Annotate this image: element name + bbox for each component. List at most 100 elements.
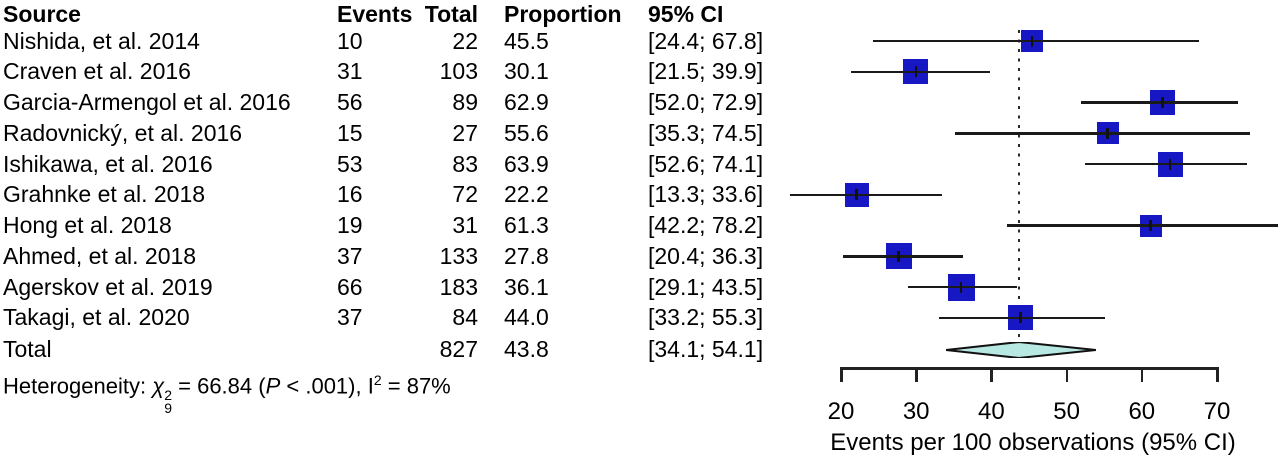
source-row-9: Takagi, et al. 2020 [3, 304, 190, 331]
events-header: Events [337, 0, 413, 27]
study-ci-line-0 [873, 39, 1200, 43]
x-axis-ticklabel-40: 40 [978, 398, 1005, 425]
total-row-9: 84 [452, 304, 478, 331]
i-squared-sup: 2 [373, 372, 382, 388]
total-row-2: 89 [452, 89, 478, 116]
total-row-0: 22 [452, 27, 478, 54]
events-row-7: 37 [337, 242, 363, 269]
x-axis-tick-70 [1216, 367, 1219, 382]
total-row-3: 27 [452, 119, 478, 146]
events-row-0: 10 [337, 27, 363, 54]
ci-row-5: [13.3; 33.6] [648, 181, 764, 208]
study-point-marker-5 [855, 189, 858, 201]
study-point-marker-2 [1161, 97, 1164, 109]
x-axis-tick-20 [840, 367, 843, 382]
x-axis-ticklabel-30: 30 [902, 398, 930, 425]
study-point-marker-3 [1106, 127, 1109, 139]
proportion-row-6: 61.3 [504, 212, 549, 239]
study-point-marker-0 [1030, 35, 1033, 47]
proportion-row-5: 22.2 [504, 181, 549, 208]
proportion-header: Proportion [504, 0, 622, 27]
total-row-8: 183 [439, 273, 478, 300]
x-axis-tick-40 [990, 367, 993, 382]
ci-row-6: [42.2; 78.2] [648, 212, 764, 239]
proportion-row-9: 44.0 [504, 304, 549, 331]
source-row-1: Craven et al. 2016 [3, 58, 191, 85]
source-row-5: Grahnke et al. 2018 [3, 181, 206, 208]
x-axis-line [840, 367, 1219, 370]
events-row-2: 56 [337, 89, 363, 116]
total-row-7: 133 [439, 242, 478, 269]
total-row-4: 83 [452, 150, 478, 177]
proportion-row-8: 36.1 [504, 273, 549, 300]
pooled-diamond [945, 340, 1097, 360]
source-row-0: Nishida, et al. 2014 [3, 27, 200, 54]
source-row-2: Garcia-Armengol et al. 2016 [3, 89, 291, 116]
total-row-1: 103 [439, 58, 478, 85]
p-symbol: P [265, 373, 281, 399]
study-ci-line-9 [939, 316, 1106, 320]
study-ci-line-3 [955, 132, 1250, 135]
heterogeneity-label: Heterogeneity: [3, 373, 153, 399]
proportion-row-4: 63.9 [504, 150, 549, 177]
x-axis-tick-50 [1065, 367, 1069, 382]
total-row-6: 31 [452, 212, 478, 239]
ci-row-7: [20.4; 36.3] [648, 242, 764, 269]
study-ci-line-4 [1085, 162, 1247, 166]
ci-row-0: [24.4; 67.8] [648, 27, 764, 54]
proportion-row-0: 45.5 [504, 27, 549, 54]
ci-header: 95% CI [648, 0, 724, 27]
x-axis-ticklabel-50: 50 [1053, 398, 1080, 425]
proportion-row-3: 55.6 [504, 119, 549, 146]
ci-row-9: [33.2; 55.3] [648, 304, 764, 331]
study-point-marker-8 [959, 281, 963, 293]
proportion-row-2: 62.9 [504, 89, 549, 116]
source-row-6: Hong et al. 2018 [3, 212, 172, 239]
study-point-marker-4 [1168, 158, 1172, 170]
study-point-marker-7 [897, 250, 900, 262]
events-row-5: 16 [337, 181, 363, 208]
proportion-total-row: 43.8 [504, 335, 549, 362]
source-row-8: Agerskov et al. 2019 [3, 273, 213, 300]
ci-row-1: [21.5; 39.9] [648, 58, 764, 85]
ci-row-8: [29.1; 43.5] [648, 273, 764, 300]
i-squared-value: = 87% [381, 373, 451, 399]
ci-total-row: [34.1; 54.1] [648, 335, 764, 362]
chi-value: = 66.84 ( [172, 373, 266, 399]
source-row-7: Ahmed, et al. 2018 [3, 242, 197, 269]
study-ci-line-7 [843, 255, 963, 258]
study-point-marker-6 [1149, 220, 1152, 232]
study-ci-line-2 [1080, 101, 1238, 104]
x-axis-tick-30 [915, 367, 918, 382]
total-header: Total [424, 0, 478, 27]
study-ci-line-1 [851, 70, 990, 74]
ci-row-4: [52.6; 74.1] [648, 150, 764, 177]
x-axis-tick-60 [1140, 367, 1144, 382]
x-axis-ticklabel-20: 20 [827, 398, 855, 425]
total-row-5: 72 [452, 181, 478, 208]
source-row-4: Ishikawa, et al. 2016 [3, 150, 213, 177]
pooled-reference-line [1017, 30, 1021, 346]
study-point-marker-9 [1019, 312, 1022, 324]
proportion-row-7: 27.8 [504, 242, 549, 269]
events-row-1: 31 [337, 58, 363, 85]
study-ci-line-6 [1006, 224, 1278, 227]
proportion-row-1: 30.1 [504, 58, 549, 85]
study-ci-line-5 [789, 193, 943, 197]
events-row-3: 15 [337, 119, 363, 146]
ci-row-3: [35.3; 74.5] [648, 119, 764, 146]
events-row-9: 37 [337, 304, 363, 331]
x-axis-ticklabel-70: 70 [1203, 398, 1231, 425]
total-total-row: 827 [439, 335, 478, 362]
events-row-8: 66 [337, 273, 363, 300]
source-header: Source [3, 0, 81, 27]
source-row-3: Radovnický, et al. 2016 [3, 119, 243, 146]
ci-row-2: [52.0; 72.9] [648, 89, 764, 116]
source-total-row: Total [3, 335, 52, 362]
x-axis-title: Events per 100 observations (95% CI) [830, 429, 1236, 456]
p-value: < .001), I [280, 373, 374, 399]
chi-symbol: χ [152, 373, 165, 399]
